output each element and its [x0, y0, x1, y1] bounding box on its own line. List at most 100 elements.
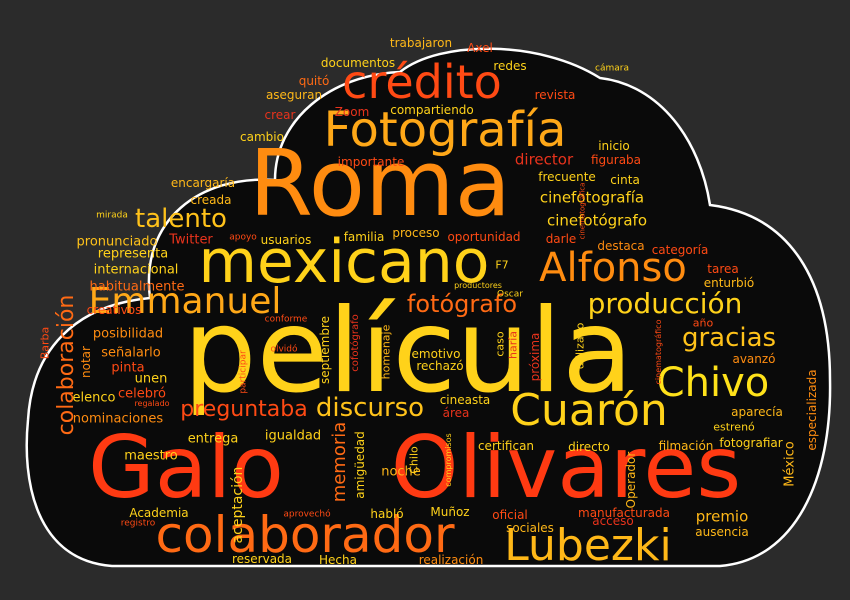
word-alfonso: Alfonso — [539, 245, 687, 291]
word-fotografiar: fotografiar — [719, 436, 783, 450]
word-colaborador: colaborador — [155, 506, 455, 564]
word-pelicula: película — [182, 284, 634, 419]
word-unen: unen — [134, 371, 168, 387]
word-manufacturada: manufacturada — [578, 506, 670, 520]
word-trabajaron: trabajaron — [389, 36, 453, 50]
word-talento: talento — [135, 204, 227, 234]
word-compartiendo: compartiendo — [390, 103, 474, 117]
word-zoom: Zoom — [334, 105, 370, 119]
word-rechazo: rechazó — [416, 359, 464, 373]
word-cinematografica: cinematográfica — [578, 182, 587, 240]
word-internacional: internacional — [93, 262, 179, 278]
cloud-outline — [25, 47, 832, 568]
word-crear: crear — [264, 108, 296, 122]
word-elenco: elenco — [72, 390, 116, 406]
word-homenaje: homenaje — [379, 324, 393, 380]
word-realizacion: realización — [418, 553, 484, 567]
word-aprovecho: aprovechó — [283, 509, 331, 520]
word-especializada: especializada — [805, 369, 819, 451]
word-redes: redes — [493, 59, 527, 73]
word-chilo: Chilo — [407, 446, 421, 474]
word-proceso: proceso — [392, 226, 440, 240]
word-axel: Axel — [467, 41, 493, 55]
word-olvido: olvidó — [270, 344, 298, 355]
word-apoyo: apoyo — [229, 232, 257, 243]
word-participar: participar — [238, 350, 249, 394]
word-destaca: destaca — [597, 239, 645, 253]
word-cineasta: cineasta — [439, 393, 491, 407]
word-entrega: entrega — [187, 431, 239, 447]
word-gracias: gracias — [681, 323, 777, 353]
word-memoria: memoria — [329, 421, 350, 503]
word-aseguran: aseguran — [265, 88, 323, 102]
word-olivares: Olivares — [390, 418, 742, 518]
word-utilizado: utilizado — [573, 322, 587, 370]
word-enturbio: enturbió — [703, 276, 755, 290]
word-tarea: tarea — [707, 262, 739, 276]
word-f7: F7 — [495, 258, 509, 272]
word-oportunidad: oportunidad — [447, 230, 521, 244]
word-categoria: categoría — [651, 243, 709, 257]
word-barba: Barba — [38, 326, 52, 360]
word-notar: notar — [79, 346, 93, 378]
word-encargaria: encargaría — [170, 176, 236, 190]
word-cinefotografia: cinefotografía — [539, 188, 645, 207]
word-creada: creada — [190, 193, 232, 207]
word-estreno: estrenó — [713, 420, 755, 434]
word-mexicano: mexicano — [198, 227, 490, 297]
word-roma: Roma — [248, 130, 512, 237]
word-director: director — [514, 150, 574, 169]
word-twitter: Twitter — [169, 232, 213, 248]
word-premio: premio — [695, 507, 749, 526]
word-septiembre: septiembre — [318, 315, 332, 385]
word-proxima: próxima — [528, 332, 542, 382]
word-pinta: pinta — [111, 360, 145, 376]
word-acceso: acceso — [592, 514, 634, 528]
word-creativos: creativos — [86, 303, 142, 317]
word-lubezki: Lubezki — [504, 520, 672, 571]
word-munoz: Muñoz — [430, 505, 470, 519]
word-produccion: producción — [587, 287, 743, 320]
word-cinematografico: cinematográfico — [654, 319, 663, 385]
word-nominaciones: nominaciones — [72, 411, 164, 427]
word-quito: quitó — [298, 74, 330, 88]
word-academia: Academia — [129, 506, 189, 520]
word-posibilidad: posibilidad — [92, 326, 164, 342]
word-productores: productores — [454, 281, 502, 290]
word-camara: cámara — [595, 63, 629, 74]
word-mexico: México — [782, 441, 798, 487]
word-habitualmente: habitualmente — [89, 279, 185, 295]
word-representa: representa — [97, 246, 169, 262]
word-igualdad: igualdad — [264, 428, 322, 444]
word-inicio: inicio — [598, 139, 630, 153]
word-importante: importante — [337, 155, 405, 169]
word-oficial: oficial — [492, 508, 528, 522]
word-hablo: habló — [370, 507, 404, 521]
word-avanzo: avanzó — [732, 352, 776, 366]
word-cuaron: Cuarón — [510, 385, 668, 436]
word-fotografia: Fotografía — [323, 102, 567, 158]
word-reservada: reservada — [231, 552, 293, 566]
word-emmanuel: Emmanuel — [88, 281, 282, 322]
word-frecuente: frecuente — [538, 170, 596, 184]
word-certifican: certifican — [477, 439, 535, 453]
word-aparecia: aparecía — [731, 405, 783, 419]
word-regalado: regalado — [134, 399, 170, 408]
word-ausencia: ausencia — [695, 525, 749, 539]
word-directo: directo — [568, 440, 610, 454]
word-cofotografo: cofotógrafo — [350, 314, 361, 372]
word-sociales: sociales — [506, 521, 554, 535]
word-haria: haría — [506, 330, 520, 360]
word-celebro: celebró — [117, 386, 167, 402]
word-operador: Operador — [624, 451, 638, 509]
word-ano: año — [692, 316, 714, 330]
word-aceptacion: aceptación — [230, 466, 246, 544]
word-senalarlo: señalarlo — [101, 345, 161, 361]
word-compromisos: compromisos — [444, 433, 453, 487]
word-chivo: Chivo — [656, 360, 770, 406]
word-hecha: Hecha — [319, 553, 357, 567]
word-darle: darle — [545, 232, 577, 246]
word-caso: caso — [493, 331, 507, 357]
word-galo: Galo — [88, 418, 284, 518]
